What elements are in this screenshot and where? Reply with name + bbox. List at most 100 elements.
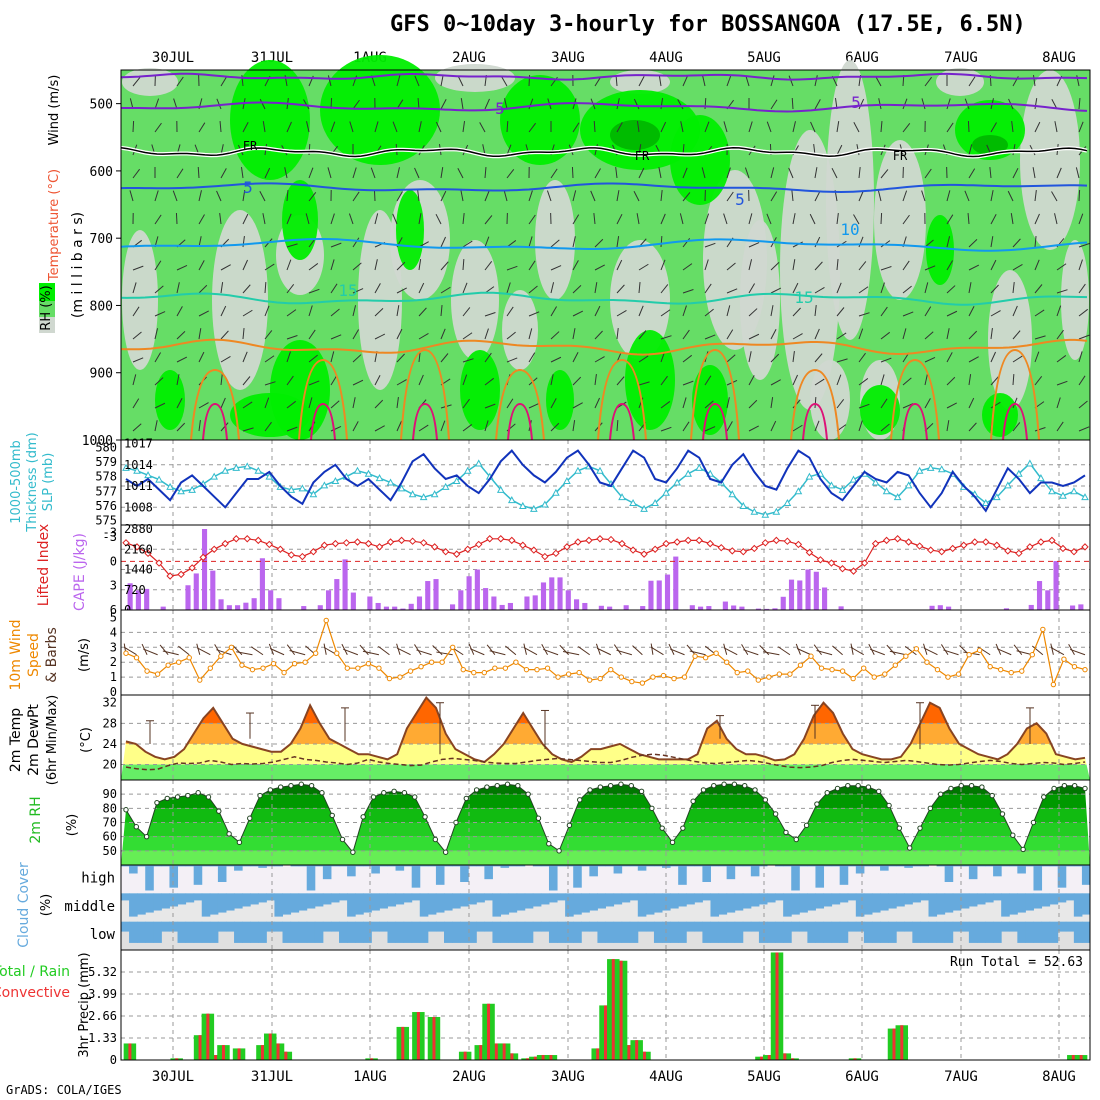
wind-speed-point	[1040, 626, 1046, 633]
wind-barb	[792, 424, 803, 432]
wind-barb	[374, 259, 378, 271]
rh-dry-area	[502, 290, 538, 370]
wind-barb	[1078, 308, 1089, 317]
thickness-point	[507, 496, 516, 504]
wind-barb	[638, 263, 649, 271]
wind-barb	[505, 645, 517, 656]
wind-barb	[1078, 259, 1083, 271]
rh-point	[226, 831, 232, 837]
cloud-cover-cell	[274, 893, 283, 917]
wind-barb	[162, 650, 179, 656]
tick-label: 5.32	[88, 965, 117, 979]
cloud-cover-cell	[952, 865, 962, 867]
temp-contour-line	[802, 402, 828, 441]
cloud-cover-cell	[411, 865, 421, 888]
cloud-cover-cell	[225, 921, 235, 932]
wind-barb	[990, 284, 999, 294]
cloud-cover-cell	[573, 921, 582, 943]
wind-barb	[1012, 305, 1018, 317]
wind-barb	[440, 286, 451, 294]
cloud-cover-cell	[613, 865, 623, 874]
cloud-cover-cell	[613, 893, 623, 905]
wind-barb	[286, 259, 292, 271]
rh-line	[125, 783, 1086, 854]
precip-convective-bar	[416, 1012, 420, 1060]
wind-barb	[374, 333, 386, 340]
wind-barb	[902, 377, 912, 386]
wind-barb	[220, 76, 228, 87]
cloud-cover-cell	[993, 893, 1002, 901]
rh-saturated-area	[610, 120, 660, 150]
wind-barb	[594, 168, 601, 179]
cloud-cover-cell	[177, 865, 187, 867]
wind-barb	[990, 351, 997, 363]
wind-barb	[814, 420, 820, 432]
wind-barb	[636, 213, 640, 225]
wind-barb	[462, 282, 468, 294]
thickness-point	[232, 463, 241, 471]
wind-barb	[198, 420, 201, 432]
rh-point	[845, 782, 851, 789]
cloud-cover-cell	[322, 921, 332, 932]
cloud-cover-cell	[274, 921, 283, 932]
wind-barb	[990, 401, 1001, 409]
wind-barb	[306, 121, 310, 133]
cape-bar	[301, 606, 307, 610]
wind-barb	[1010, 213, 1014, 225]
rh-point	[195, 790, 201, 796]
thickness-point	[430, 490, 439, 498]
wind-speed-point	[407, 668, 414, 674]
temp-contour-line	[702, 402, 728, 441]
thickness-point	[530, 504, 538, 512]
wind-barb	[792, 259, 796, 271]
lifted-index-point	[871, 539, 880, 548]
wind-barb	[1054, 213, 1058, 225]
wind-barb	[792, 333, 803, 340]
cloud-cover-cell	[1009, 893, 1018, 915]
lifted-index-point	[1081, 543, 1089, 551]
tick-label: 1000	[82, 434, 113, 449]
precip-convective-bar	[1079, 1055, 1083, 1060]
cloud-cover-cell	[347, 865, 356, 877]
wind-barb	[770, 262, 780, 271]
cloud-cover-cell	[516, 865, 526, 867]
wind-barb	[286, 335, 298, 340]
wind-barb	[616, 190, 620, 202]
wind-barb	[219, 213, 222, 225]
cloud-cover-cell	[831, 921, 841, 943]
wind-speed-point	[839, 668, 846, 674]
wind-barb	[814, 99, 821, 110]
wind-barb	[330, 334, 342, 340]
cloud-cover-cell	[847, 893, 857, 901]
cloud-cover-cell	[1073, 865, 1083, 867]
precip-convective-bar	[260, 1045, 264, 1060]
wind-barb	[1012, 397, 1018, 409]
cloud-cover-cell	[815, 865, 825, 888]
wind-barb	[435, 213, 442, 225]
thickness-point	[629, 498, 637, 507]
wind-speed-point	[291, 660, 298, 667]
thickness-point	[1037, 474, 1045, 482]
wind-barb	[352, 379, 364, 386]
legend-convective: Convective	[0, 985, 70, 1001]
wind-barb	[352, 329, 360, 340]
wind-barb	[528, 402, 540, 409]
cape-bar	[813, 571, 819, 610]
lifted-index-point	[452, 550, 461, 558]
rh-dry-area	[936, 68, 984, 96]
cloud-cover-cell	[145, 865, 154, 891]
wind-barb	[1031, 645, 1044, 656]
wind-barb	[330, 351, 335, 363]
cloud-cover-cell	[742, 865, 752, 867]
wind-barb	[396, 191, 403, 202]
cloud-cover-cell	[411, 921, 421, 943]
cloud-cover-cell	[710, 893, 720, 917]
wind-barb	[330, 425, 342, 432]
wind-barb	[880, 169, 889, 179]
wind-speed-point	[660, 672, 667, 679]
wind-barb	[550, 422, 560, 432]
wind-barb	[704, 121, 710, 133]
rh-point	[968, 782, 975, 789]
wind-barb	[572, 122, 580, 133]
rh-point	[319, 790, 325, 796]
